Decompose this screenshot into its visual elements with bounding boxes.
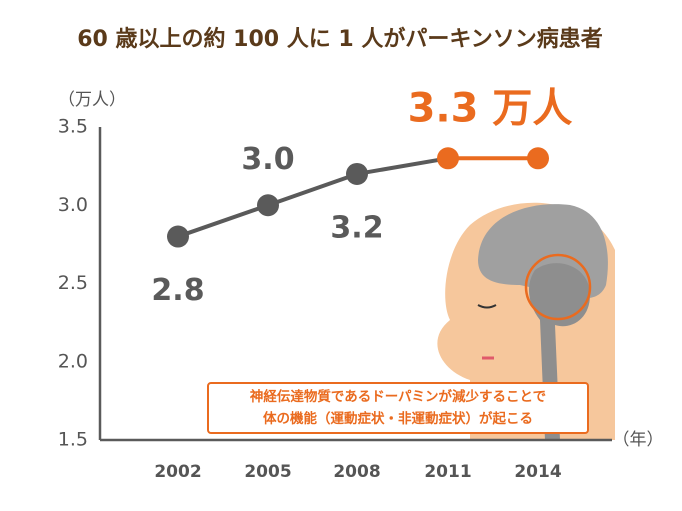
data-point bbox=[437, 147, 459, 170]
x-tick-label: 2002 bbox=[154, 462, 201, 482]
annotation-box: 神経伝達物質であるドーパミンが減少することで 体の機能（運動症状・非運動症状）が… bbox=[207, 382, 589, 434]
y-tick-label: 1.5 bbox=[58, 429, 88, 451]
y-tick-label: 3.5 bbox=[58, 116, 88, 138]
data-point bbox=[346, 162, 368, 185]
data-label: 3.3 万人 bbox=[408, 85, 573, 131]
line-segment bbox=[177, 203, 269, 239]
y-tick-label: 2.0 bbox=[58, 350, 88, 372]
data-point bbox=[257, 194, 279, 217]
data-label: 3.0 bbox=[241, 142, 294, 177]
chart-title: 60 歳以上の約 100 人に 1 人がパーキンソン病患者 bbox=[77, 26, 602, 52]
x-tick-label: 2008 bbox=[333, 462, 380, 482]
data-point bbox=[167, 225, 189, 248]
x-tick-label: 2011 bbox=[424, 462, 471, 482]
x-tick-label: 2005 bbox=[244, 462, 291, 482]
data-label: 3.2 bbox=[330, 210, 383, 245]
annotation-line: 体の機能（運動症状・非運動症状）が起こる bbox=[263, 410, 533, 427]
x-tick-label: 2014 bbox=[514, 462, 561, 482]
y-tick-label: 2.5 bbox=[58, 272, 88, 294]
line-segment bbox=[267, 172, 358, 208]
data-point bbox=[527, 147, 549, 170]
annotation-frame bbox=[207, 382, 589, 434]
y-tick-label: 3.0 bbox=[58, 194, 88, 216]
x-axis-label: （年） bbox=[613, 430, 664, 450]
annotation-line: 神経伝達物質であるドーパミンが減少することで bbox=[250, 388, 546, 405]
data-label: 2.8 bbox=[151, 273, 204, 308]
y-axis-label: （万人） bbox=[58, 90, 126, 110]
line-segment bbox=[356, 156, 449, 176]
